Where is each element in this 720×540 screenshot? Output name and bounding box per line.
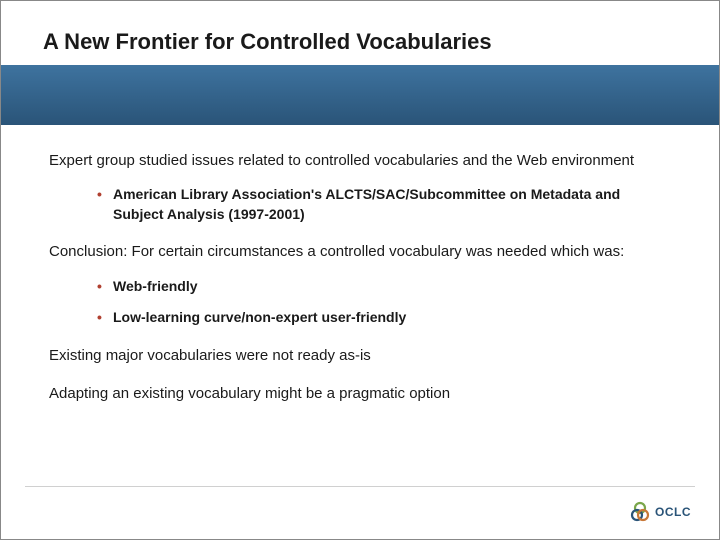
header-blue-band (1, 65, 719, 125)
list-item: Low-learning curve/non-expert user-frien… (97, 308, 671, 328)
conclusion-lead: Conclusion: For certain circumstances a … (61, 242, 671, 262)
intro-paragraph: Expert group studied issues related to c… (61, 151, 671, 171)
closing-paragraph-2: Adapting an existing vocabulary might be… (49, 384, 671, 404)
list-item: American Library Association's ALCTS/SAC… (97, 185, 671, 224)
conclusion-bullet-list: Web-friendly Low-learning curve/non-expe… (97, 277, 671, 328)
intro-bullet-list: American Library Association's ALCTS/SAC… (97, 185, 671, 224)
list-item: Web-friendly (97, 277, 671, 297)
footer-divider (25, 486, 695, 487)
oclc-logo-icon (629, 501, 651, 523)
closing-paragraph-1: Existing major vocabularies were not rea… (49, 346, 671, 366)
oclc-logo-text: OCLC (655, 505, 691, 519)
oclc-logo: OCLC (629, 501, 691, 523)
slide-title: A New Frontier for Controlled Vocabulari… (43, 29, 492, 55)
slide-content: Expert group studied issues related to c… (49, 151, 671, 422)
